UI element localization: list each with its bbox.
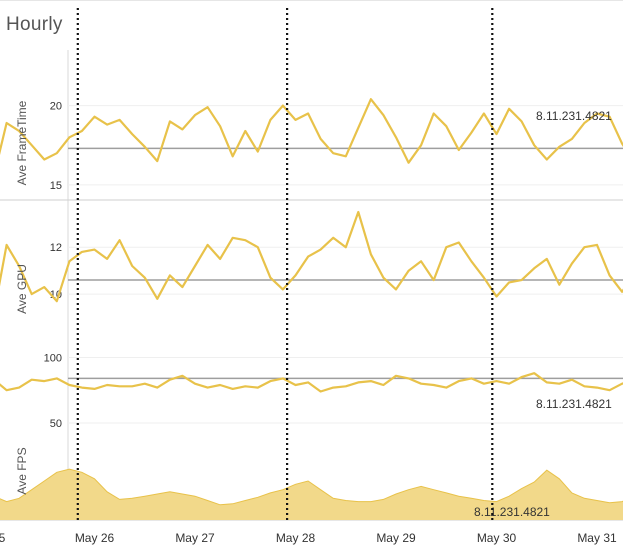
version-annotation: 8.11.231.4821 <box>536 109 612 123</box>
y-axis-title: Ave FrameTime <box>15 100 29 185</box>
y-tick-label: 12 <box>50 242 62 254</box>
series-line <box>0 98 623 164</box>
x-tick-label: May 27 <box>175 531 215 545</box>
x-tick-label: May 31 <box>577 531 617 545</box>
title-rule <box>0 0 623 1</box>
x-tick-label: May 29 <box>376 531 416 545</box>
area-series <box>0 469 623 520</box>
y-tick-label: 20 <box>50 101 62 113</box>
area-series-edge <box>0 468 623 506</box>
version-annotation: 8.11.231.4821 <box>474 505 550 519</box>
y-tick-label: 15 <box>50 180 62 192</box>
y-axis-title: Ave FPS <box>15 447 29 494</box>
version-annotation: 8.11.231.4821 <box>536 397 612 411</box>
y-tick-label: 100 <box>44 352 62 364</box>
x-tick-label: May 26 <box>75 531 115 545</box>
series-line <box>0 372 623 393</box>
x-tick-label: y 25 <box>0 531 6 545</box>
chart-title: Hourly <box>6 14 63 35</box>
x-tick-label: May 30 <box>477 531 517 545</box>
y-tick-label: 50 <box>50 418 62 430</box>
y-axis-title: Ave GPU <box>15 264 29 314</box>
series-line <box>0 210 623 303</box>
x-tick-label: May 28 <box>276 531 316 545</box>
